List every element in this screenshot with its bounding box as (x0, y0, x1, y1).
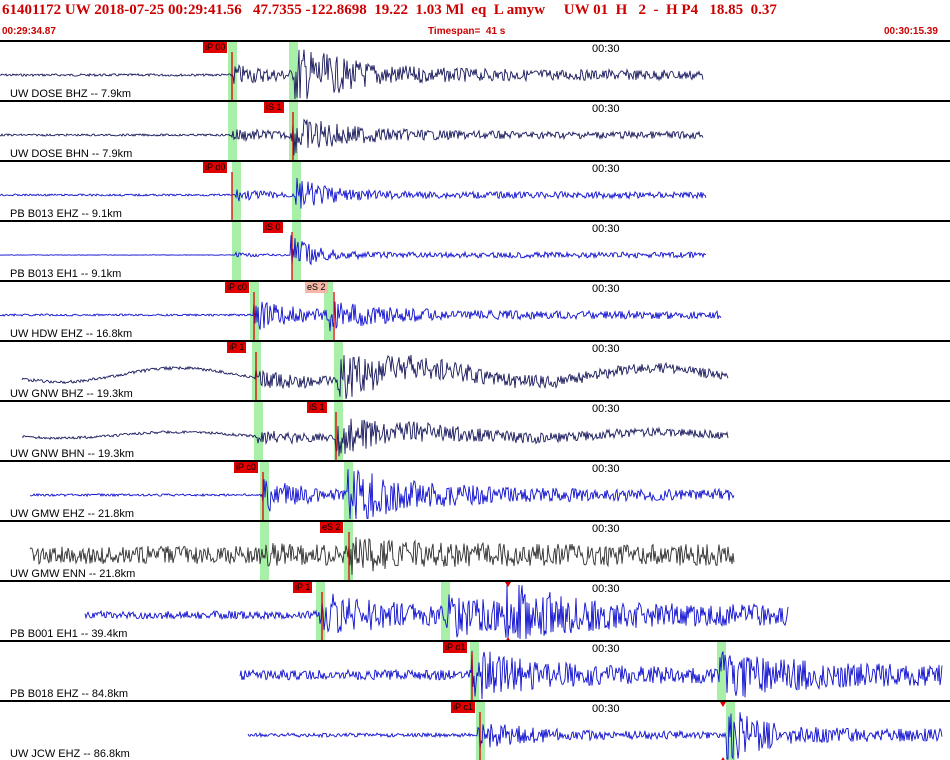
marker-bottom (506, 637, 510, 640)
marker-top (505, 582, 511, 587)
waveform-svg (0, 42, 704, 100)
seismic-trace (29, 469, 735, 520)
seismic-trace (84, 584, 789, 640)
time-tick-label: 00:30 (592, 523, 620, 535)
start-time-label: 00:29:34.87 (2, 26, 56, 37)
analysis-window (228, 102, 237, 160)
channel-panel[interactable]: iP 00 00:30 UW DOSE BHZ -- 7.9km (0, 40, 950, 100)
channel-label: UW HDW EHZ -- 16.8km (10, 328, 133, 340)
seismic-trace (0, 49, 704, 100)
channel-panel[interactable]: iP d0 00:30 PB B013 EHZ -- 9.1km (0, 160, 950, 220)
channel-panel[interactable]: iP c1 00:30 UW JCW EHZ -- 86.8km (0, 700, 950, 760)
waveform-svg (0, 222, 707, 280)
seismic-trace (29, 536, 735, 575)
analysis-window (441, 582, 450, 640)
waveform-svg (84, 582, 789, 640)
channel-label: PB B001 EH1 -- 39.4km (10, 628, 128, 640)
analysis-window (254, 402, 263, 460)
channel-panel[interactable]: iS 1 00:30 UW DOSE BHN -- 7.9km (0, 100, 950, 160)
pick-label[interactable]: iP c1 (451, 702, 475, 713)
pick-label[interactable]: iP c0 (234, 462, 258, 473)
pick-label[interactable]: iP d0 (203, 162, 228, 173)
analysis-window (717, 642, 726, 700)
channel-label: UW GNW BHZ -- 19.3km (10, 388, 133, 400)
channel-panel[interactable]: iP 1 00:30 UW GNW BHZ -- 19.3km (0, 340, 950, 400)
channel-panel[interactable]: iP c0 00:30 UW GMW EHZ -- 21.8km (0, 460, 950, 520)
pick-label[interactable]: iS 0 (263, 222, 283, 233)
channel-label: PB B013 EHZ -- 9.1km (10, 208, 122, 220)
channel-label: UW GNW BHN -- 19.3km (10, 448, 135, 460)
time-tick-label: 00:30 (592, 643, 620, 655)
analysis-window (470, 642, 479, 700)
analysis-window (232, 222, 241, 280)
analysis-window (316, 582, 325, 640)
channel-label: UW GMW EHZ -- 21.8km (10, 508, 135, 520)
channel-label: UW DOSE BHZ -- 7.9km (10, 88, 132, 100)
waveform-svg (0, 282, 722, 340)
end-time-label: 00:30:15.39 (884, 26, 938, 37)
seismic-trace (0, 118, 704, 156)
channel-label: UW DOSE BHN -- 7.9km (10, 148, 133, 160)
timespan-label: Timespan= 41 s (428, 26, 506, 37)
time-tick-label: 00:30 (592, 43, 620, 55)
seismic-trace (0, 301, 722, 332)
pick-label[interactable]: iP 1 (227, 342, 247, 353)
time-tick-label: 00:30 (592, 703, 620, 715)
pick-label[interactable]: eS 2 (305, 282, 328, 293)
marker-bottom (721, 757, 725, 760)
time-tick-label: 00:30 (592, 163, 620, 175)
analysis-window (324, 282, 333, 340)
channel-label: UW JCW EHZ -- 86.8km (10, 748, 130, 760)
channel-label: PB B018 EHZ -- 84.8km (10, 688, 128, 700)
time-tick-label: 00:30 (592, 223, 620, 235)
pick-label[interactable]: iP 00 (203, 42, 228, 53)
channel-panel[interactable]: iS 0 00:30 PB B013 EH1 -- 9.1km (0, 220, 950, 280)
channel-panel[interactable]: iP d1 00:30 PB B018 EHZ -- 84.8km (0, 640, 950, 700)
seismic-trace (21, 354, 729, 400)
time-tick-label: 00:30 (592, 343, 620, 355)
pick-label[interactable]: iS 1 (307, 402, 327, 413)
time-tick-label: 00:30 (592, 583, 620, 595)
time-tick-label: 00:30 (592, 283, 620, 295)
pick-label[interactable]: eS 2 (320, 522, 343, 533)
waveform-svg (21, 342, 729, 400)
pick-label[interactable]: iP c0 (225, 282, 249, 293)
waveform-svg (247, 702, 943, 760)
channel-panel[interactable]: iS 1 00:30 UW GNW BHN -- 19.3km (0, 400, 950, 460)
seismic-trace (247, 712, 943, 760)
channel-label: UW GMW ENN -- 21.8km (10, 568, 136, 580)
channel-panel[interactable]: eS 2 00:30 UW GMW ENN -- 21.8km (0, 520, 950, 580)
analysis-window (260, 522, 269, 580)
seismic-trace (239, 650, 943, 700)
channel-panel[interactable]: iP c0 eS 2 00:30 UW HDW EHZ -- 16.8km (0, 280, 950, 340)
pick-label[interactable]: iP d1 (443, 642, 468, 653)
time-tick-label: 00:30 (592, 103, 620, 115)
pick-label[interactable]: iP 1 (293, 582, 313, 593)
pick-label[interactable]: iS 1 (264, 102, 284, 113)
waveform-panels[interactable]: iP 00 00:30 UW DOSE BHZ -- 7.9km iS 1 00:30 U… (0, 40, 950, 760)
analysis-window (334, 342, 343, 400)
waveform-svg (29, 522, 735, 580)
time-tick-label: 00:30 (592, 403, 620, 415)
analysis-window (289, 42, 298, 100)
waveform-svg (21, 402, 729, 460)
waveform-svg (239, 642, 943, 700)
event-summary-line: 61401172 UW 2018-07-25 00:29:41.56 47.73… (2, 2, 777, 18)
event-header: 61401172 UW 2018-07-25 00:29:41.56 47.73… (0, 0, 950, 40)
marker-top (720, 702, 726, 707)
seismic-trace (0, 177, 707, 209)
time-tick-label: 00:30 (592, 463, 620, 475)
seismic-trace (0, 235, 707, 266)
waveform-svg (0, 102, 704, 160)
waveform-svg (0, 162, 707, 220)
waveform-svg (29, 462, 735, 520)
channel-label: PB B013 EH1 -- 9.1km (10, 268, 122, 280)
seismic-trace (21, 418, 729, 457)
channel-panel[interactable]: iP 1 00:30 PB B001 EH1 -- 39.4km (0, 580, 950, 640)
